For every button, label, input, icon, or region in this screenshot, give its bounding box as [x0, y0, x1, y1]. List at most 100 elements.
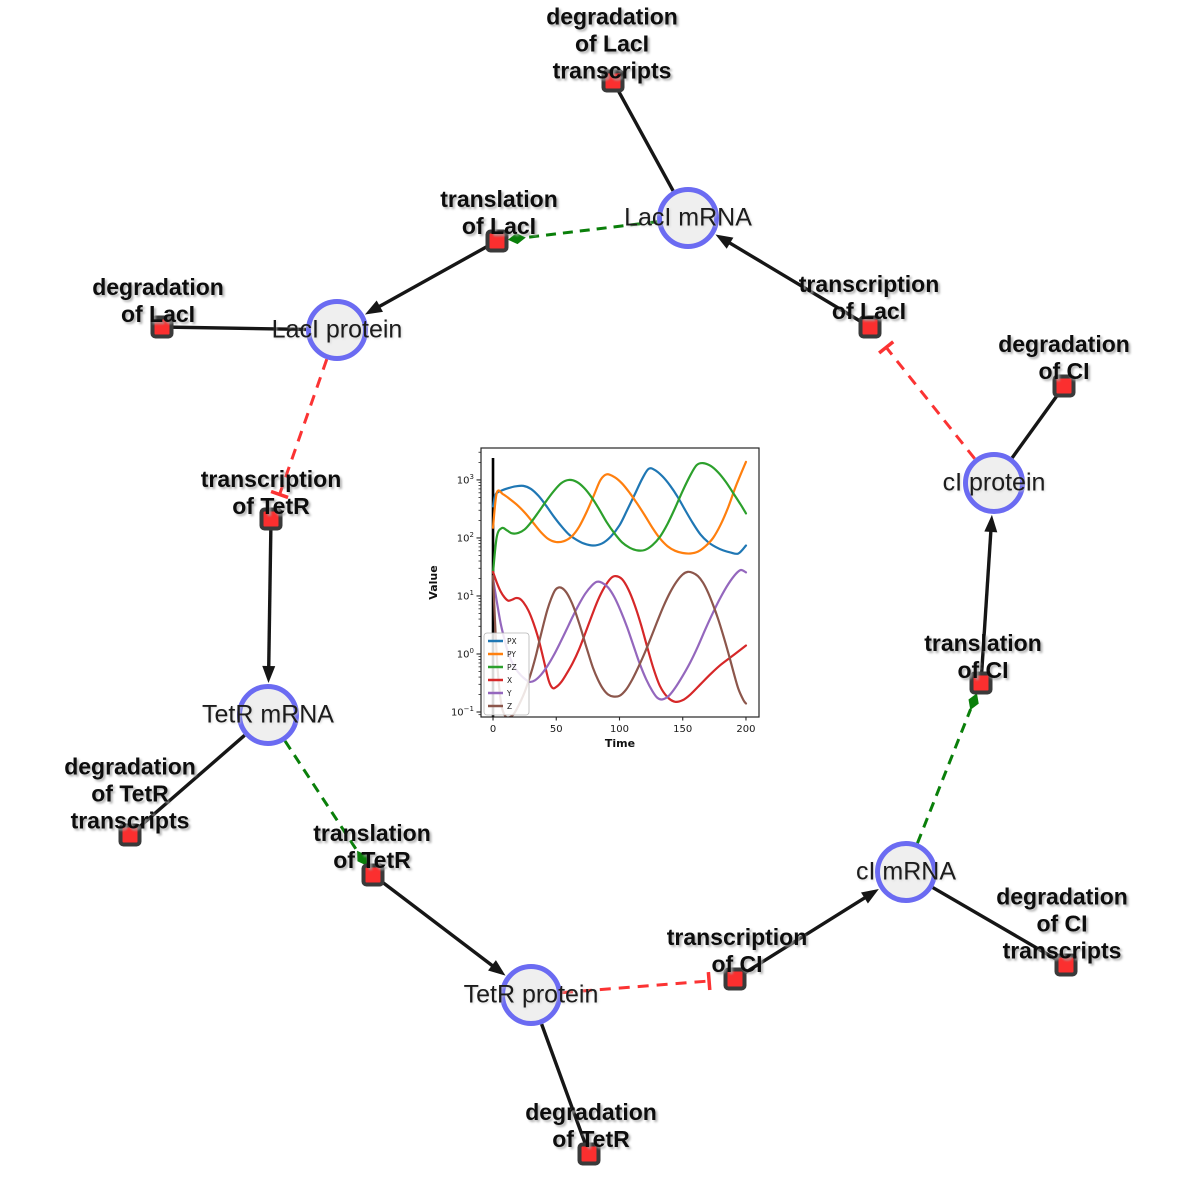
y-tick-label: 101 — [457, 589, 474, 603]
diamond-arrowhead-icon — [357, 850, 367, 866]
reaction-label-transc_laci: transcription of LacI — [798, 271, 940, 324]
x-tick-label: 50 — [550, 724, 563, 735]
series-line-PZ — [491, 461, 748, 574]
reaction-node-transc_tetr[interactable] — [259, 507, 283, 531]
y-tick-label: 102 — [457, 531, 474, 545]
edge-laci_mrna-transl_laci — [507, 220, 658, 245]
edge-tetr_mrna-transl_tetr — [283, 740, 367, 866]
species-label-laci_mrna: LacI mRNA — [624, 203, 752, 232]
species-node-tetr_protein[interactable] — [500, 964, 562, 1026]
edge-tetr_protein-deg_tetr — [540, 1023, 591, 1155]
legend-label-Y: Y — [506, 689, 512, 698]
arrowhead-icon — [262, 665, 276, 684]
species-node-ci_protein[interactable] — [963, 452, 1025, 514]
reaction-node-deg_ci_tx[interactable] — [1054, 953, 1078, 977]
x-tick-label: 150 — [673, 724, 692, 735]
arrowhead-icon — [488, 960, 506, 976]
production-edge-line — [979, 525, 993, 674]
production-edge-line — [742, 893, 871, 976]
edge-laci_protein-transc_tetr — [270, 358, 329, 500]
y-tick-label: 10−1 — [451, 705, 474, 719]
inset-chart: 103 102 101 100 10−1 0 50 100 150 200 Time Value PX P… — [425, 440, 775, 770]
inhibition-edge-line — [278, 358, 329, 495]
modifier-edge-line — [283, 740, 359, 853]
production-edge-line — [373, 244, 490, 311]
reaction-label-transc_tetr: transcription of TetR — [200, 466, 342, 519]
reaction-label-deg_ci: degradation of CI — [998, 331, 1130, 384]
edge-ci_protein-transc_laci — [878, 340, 976, 460]
edge-transl_ci-ci_protein — [979, 514, 998, 674]
x-tick-label: 100 — [610, 724, 629, 735]
reaction-node-transc_ci[interactable] — [723, 967, 747, 991]
y-tick-label: 103 — [457, 473, 474, 487]
production-edge-line — [379, 879, 498, 971]
species-node-tetr_mrna[interactable] — [237, 684, 299, 746]
species-label-ci_protein: cI protein — [942, 468, 1046, 497]
edge-tetr_protein-transc_ci — [561, 971, 712, 995]
reaction-node-deg_laci[interactable] — [150, 315, 174, 339]
edge-transl_tetr-tetr_protein — [379, 879, 506, 976]
edge-ci_mrna-deg_ci_tx — [931, 886, 1067, 967]
reaction-label-transl_ci: translation of CI — [924, 630, 1042, 683]
reaction-node-deg_tetr[interactable] — [577, 1142, 601, 1166]
tbar-icon — [878, 340, 895, 355]
legend-label-X: X — [507, 676, 512, 685]
reaction-label-deg_laci_tx: degradation of LacI transcripts — [546, 3, 678, 84]
reaction-node-transl_ci[interactable] — [969, 671, 993, 695]
tbar-icon — [706, 971, 712, 991]
reaction-node-transc_laci[interactable] — [858, 315, 882, 339]
modifier-edge-line — [524, 220, 658, 240]
x-tick-label: 0 — [490, 724, 496, 735]
consumption-edge-line — [611, 80, 675, 192]
modifier-edge-line — [916, 708, 973, 844]
edge-transc_tetr-tetr_mrna — [262, 528, 276, 684]
tbar-icon — [270, 489, 289, 500]
reaction-label-deg_tetr: degradation of TetR — [525, 1099, 657, 1152]
inhibition-edge-line — [561, 979, 710, 995]
edge-tetr_mrna-deg_tetr_tx — [128, 734, 246, 837]
reaction-node-transl_laci[interactable] — [485, 229, 509, 253]
species-label-laci_protein: LacI protein — [271, 315, 403, 344]
series-line-Y — [491, 568, 748, 701]
consumption-edge-line — [128, 734, 246, 837]
legend-label-PZ: PZ — [507, 663, 517, 672]
series-line-X — [491, 570, 748, 704]
series-line-PX — [491, 467, 748, 555]
reaction-label-transl_laci: translation of LacI — [440, 186, 558, 239]
edge-laci_mrna-deg_laci_tx — [611, 80, 675, 192]
y-axis-title: Value — [427, 565, 440, 599]
reaction-label-deg_laci: degradation of LacI — [92, 274, 224, 327]
y-tick-label: 100 — [457, 647, 474, 661]
consumption-edge-line — [931, 886, 1067, 967]
reaction-node-deg_tetr_tx[interactable] — [118, 823, 142, 847]
species-label-tetr_protein: TetR protein — [463, 980, 599, 1009]
production-edge-line — [266, 528, 273, 673]
species-node-laci_mrna[interactable] — [657, 187, 719, 249]
species-label-tetr_mrna: TetR mRNA — [202, 700, 334, 729]
species-node-laci_protein[interactable] — [306, 299, 368, 361]
arrowhead-icon — [715, 234, 734, 249]
species-node-ci_mrna[interactable] — [875, 841, 937, 903]
reaction-label-deg_tetr_tx: degradation of TetR transcripts — [64, 753, 196, 834]
species-label-ci_mrna: cI mRNA — [856, 857, 956, 886]
reaction-node-deg_laci_tx[interactable] — [601, 69, 625, 93]
legend-label-Z: Z — [507, 702, 512, 711]
edge-ci_mrna-transl_ci — [916, 693, 979, 844]
legend-label-PX: PX — [507, 637, 517, 646]
series-line-Z — [491, 570, 748, 717]
consumption-edge-line — [1010, 385, 1066, 459]
reaction-node-transl_tetr[interactable] — [361, 863, 385, 887]
diamond-arrowhead-icon — [968, 693, 979, 710]
reaction-label-transl_tetr: translation of TetR — [313, 820, 431, 873]
x-axis-title: Time — [605, 737, 635, 750]
edge-transc_laci-laci_mrna — [715, 234, 863, 324]
diamond-arrowhead-icon — [507, 233, 526, 245]
production-edge-line — [724, 238, 863, 324]
reaction-label-deg_ci_tx: degradation of CI transcripts — [996, 883, 1128, 964]
consumption-edge-line — [161, 325, 307, 332]
reaction-node-deg_ci[interactable] — [1052, 374, 1076, 398]
legend-label-PY: PY — [507, 650, 516, 659]
arrowhead-icon — [984, 514, 998, 533]
